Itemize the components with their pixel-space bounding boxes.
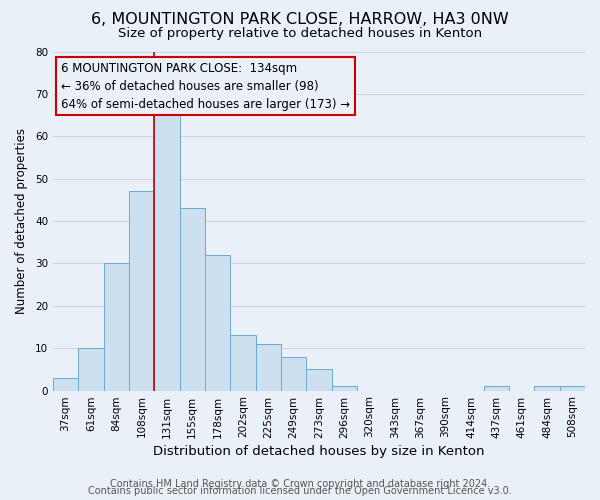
Bar <box>281 356 306 390</box>
Bar <box>484 386 509 390</box>
Bar <box>332 386 357 390</box>
Bar <box>179 208 205 390</box>
X-axis label: Distribution of detached houses by size in Kenton: Distribution of detached houses by size … <box>153 444 485 458</box>
Text: 6 MOUNTINGTON PARK CLOSE:  134sqm
← 36% of detached houses are smaller (98)
64% : 6 MOUNTINGTON PARK CLOSE: 134sqm ← 36% o… <box>61 62 350 110</box>
Bar <box>230 336 256 390</box>
Text: Size of property relative to detached houses in Kenton: Size of property relative to detached ho… <box>118 28 482 40</box>
Bar <box>205 255 230 390</box>
Bar <box>104 264 129 390</box>
Bar <box>53 378 78 390</box>
Text: Contains public sector information licensed under the Open Government Licence v3: Contains public sector information licen… <box>88 486 512 496</box>
Y-axis label: Number of detached properties: Number of detached properties <box>15 128 28 314</box>
Bar <box>306 370 332 390</box>
Bar <box>535 386 560 390</box>
Bar <box>154 111 179 390</box>
Text: 6, MOUNTINGTON PARK CLOSE, HARROW, HA3 0NW: 6, MOUNTINGTON PARK CLOSE, HARROW, HA3 0… <box>91 12 509 28</box>
Bar <box>129 192 154 390</box>
Bar <box>78 348 104 391</box>
Bar <box>560 386 585 390</box>
Bar <box>256 344 281 391</box>
Text: Contains HM Land Registry data © Crown copyright and database right 2024.: Contains HM Land Registry data © Crown c… <box>110 479 490 489</box>
